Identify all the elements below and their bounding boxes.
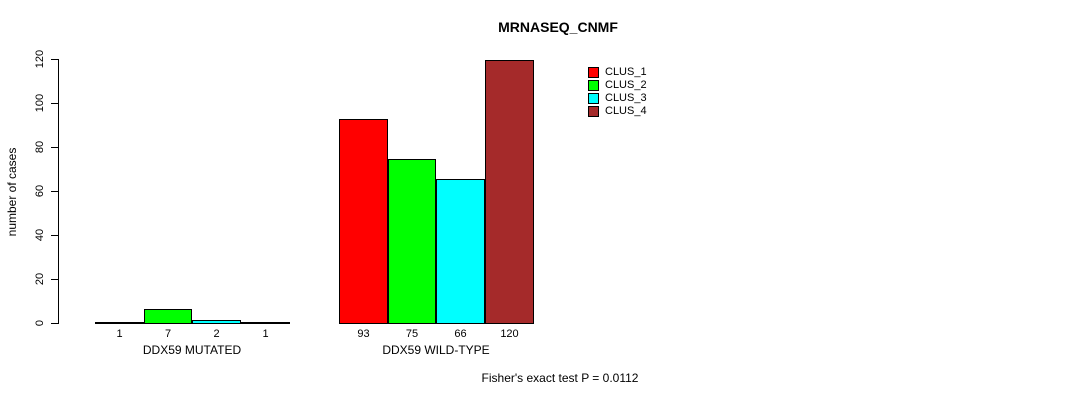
- y-axis-tick: [51, 59, 58, 60]
- category-label-group1: DDX59 MUTATED: [142, 343, 242, 357]
- y-axis-tick: [51, 279, 58, 280]
- legend-label: CLUS_4: [605, 105, 647, 117]
- legend: CLUS_1 CLUS_2 CLUS_3 CLUS_4: [588, 66, 647, 118]
- bar-clus_4-group1: [241, 322, 290, 324]
- legend-item-clus_3: CLUS_3: [588, 92, 647, 105]
- bar-clus_3-group2: [436, 179, 485, 324]
- y-axis-tick: [51, 323, 58, 324]
- bar-value-label: 2: [213, 328, 220, 340]
- legend-swatch-clus_3: [588, 93, 599, 104]
- legend-swatch-clus_2: [588, 80, 599, 91]
- legend-label: CLUS_1: [605, 66, 647, 78]
- bar-clus_2-group1: [144, 309, 192, 324]
- bar-clus_1-group1: [95, 322, 144, 324]
- legend-swatch-clus_4: [588, 106, 599, 117]
- bar-clus_4-group2: [485, 60, 534, 324]
- bar-value-label: 1: [116, 328, 123, 340]
- y-axis-tick-label: 60: [34, 184, 46, 198]
- bar-clus_1-group2: [339, 119, 388, 324]
- bar-clus_2-group2: [388, 159, 436, 324]
- bar-value-label: 66: [454, 328, 467, 340]
- bar-value-label: 75: [405, 328, 419, 340]
- legend-item-clus_4: CLUS_4: [588, 105, 647, 118]
- legend-item-clus_2: CLUS_2: [588, 79, 647, 92]
- y-axis-tick: [51, 147, 58, 148]
- bar-value-label: 7: [164, 328, 172, 340]
- bar-value-label: 1: [262, 328, 269, 340]
- y-axis-tick: [51, 103, 58, 104]
- y-axis-tick: [51, 235, 58, 236]
- y-axis-tick-label: 100: [34, 93, 46, 113]
- y-axis-tick: [51, 191, 58, 192]
- legend-label: CLUS_2: [605, 79, 647, 91]
- legend-swatch-clus_1: [588, 67, 599, 78]
- bar-value-label: 120: [500, 328, 519, 340]
- y-axis-tick-label: 20: [34, 272, 46, 286]
- annotation-text: Fisher's exact test P = 0.0112: [481, 371, 639, 385]
- legend-label: CLUS_3: [605, 92, 647, 104]
- y-axis-tick-label: 40: [34, 228, 46, 242]
- y-axis-tick-label: 0: [34, 319, 46, 327]
- y-axis-tick-label: 120: [34, 49, 46, 69]
- y-axis-line: [58, 59, 59, 324]
- legend-item-clus_1: CLUS_1: [588, 66, 647, 79]
- y-axis-tick-label: 80: [34, 140, 46, 154]
- bar-clus_3-group1: [192, 320, 241, 324]
- category-label-group2: DDX59 WILD-TYPE: [382, 343, 490, 357]
- bar-value-label: 93: [357, 328, 370, 340]
- chart-title: MRNASEQ_CNMF: [498, 19, 618, 35]
